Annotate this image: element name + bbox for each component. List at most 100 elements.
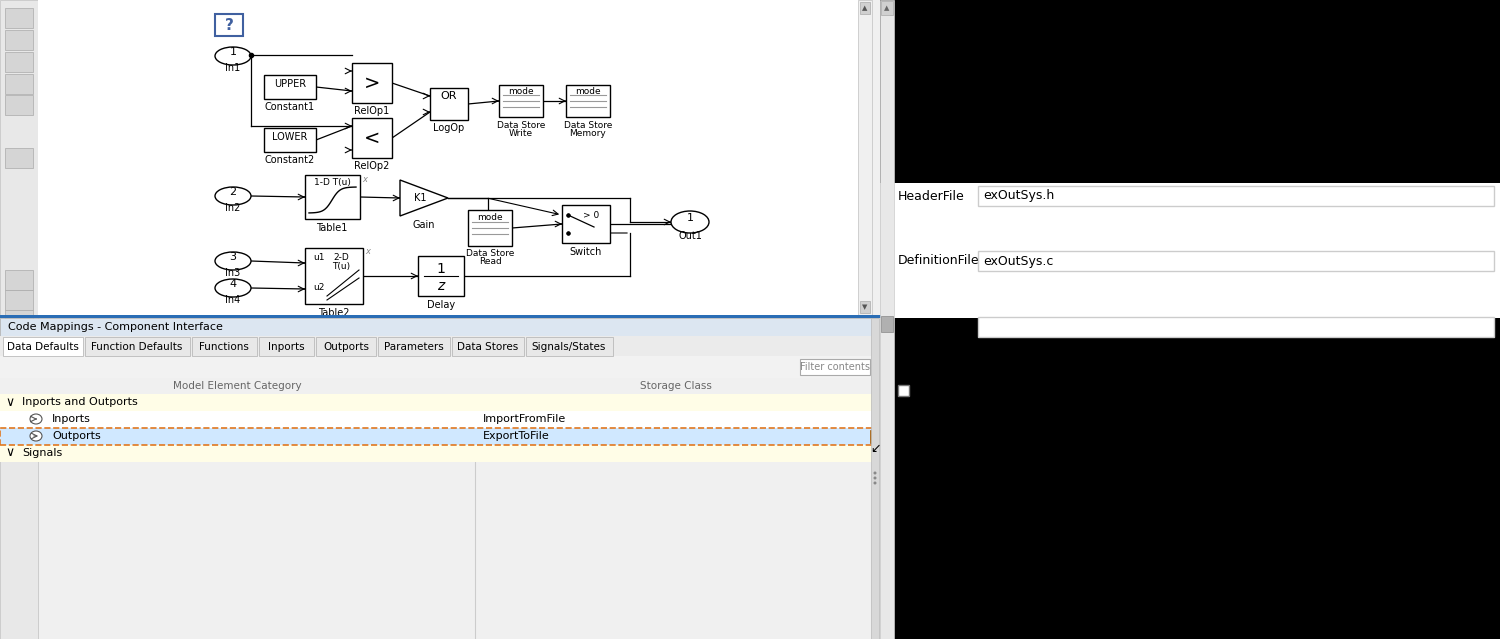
Text: Table2: Table2: [318, 308, 350, 318]
Bar: [978, 251, 1494, 271]
Text: Data Store: Data Store: [466, 249, 514, 259]
Text: Delay: Delay: [427, 300, 454, 310]
Bar: [0, 428, 878, 445]
Text: Inports: Inports: [53, 414, 92, 424]
Bar: [858, 0, 871, 315]
Bar: [0, 0, 38, 639]
Text: 1: 1: [230, 47, 237, 57]
Bar: [38, 0, 871, 315]
Bar: [430, 88, 468, 120]
Text: Function Defaults: Function Defaults: [92, 342, 183, 352]
Text: ↙: ↙: [870, 442, 882, 456]
Bar: [894, 183, 1500, 639]
Text: x: x: [362, 174, 368, 183]
Text: Constant1: Constant1: [266, 102, 315, 112]
Text: x: x: [364, 247, 370, 256]
Text: Gain: Gain: [413, 220, 435, 230]
Text: LOWER: LOWER: [273, 132, 308, 142]
Bar: [880, 0, 894, 639]
Bar: [978, 186, 1494, 206]
Text: ExportToFile: ExportToFile: [483, 431, 549, 441]
Text: T(u): T(u): [332, 261, 350, 270]
Bar: [0, 378, 878, 394]
Text: Data Store: Data Store: [564, 121, 612, 130]
Ellipse shape: [214, 279, 250, 297]
Text: Table1: Table1: [316, 223, 348, 233]
Text: mode: mode: [574, 86, 602, 95]
Text: Switch: Switch: [570, 247, 602, 257]
Bar: [264, 128, 316, 152]
Bar: [304, 175, 360, 219]
Bar: [800, 359, 870, 375]
Text: Inports: Inports: [267, 342, 305, 352]
Text: 1: 1: [687, 213, 693, 223]
Polygon shape: [400, 180, 448, 216]
Bar: [4, 290, 33, 310]
Text: Constant2: Constant2: [266, 155, 315, 165]
Text: z: z: [438, 279, 444, 293]
Bar: [4, 270, 33, 290]
Bar: [566, 85, 610, 117]
Text: mode: mode: [509, 86, 534, 95]
Text: Outports: Outports: [322, 342, 369, 352]
Text: RelOp1: RelOp1: [354, 106, 390, 116]
Text: Outports: Outports: [53, 431, 100, 441]
Bar: [4, 74, 33, 94]
Bar: [468, 210, 512, 246]
Text: ∨: ∨: [6, 396, 15, 408]
Ellipse shape: [670, 211, 710, 233]
Bar: [86, 337, 190, 356]
Text: In2: In2: [225, 203, 240, 213]
Circle shape: [873, 477, 876, 479]
Text: DefinitionFile: DefinitionFile: [898, 254, 980, 268]
Text: Functions: Functions: [200, 342, 249, 352]
Bar: [316, 337, 376, 356]
Text: OR: OR: [441, 91, 458, 101]
Text: Inports and Outports: Inports and Outports: [22, 397, 138, 407]
Text: 2-D: 2-D: [333, 252, 350, 261]
Bar: [0, 318, 878, 336]
Bar: [898, 385, 909, 396]
Bar: [264, 75, 316, 99]
Bar: [4, 30, 33, 50]
Text: PreserveDimensions: PreserveDimensions: [914, 385, 1041, 397]
Text: ?: ?: [225, 17, 234, 33]
Bar: [880, 1, 892, 15]
Text: ∨: ∨: [6, 447, 15, 459]
Bar: [304, 248, 363, 304]
Text: u2: u2: [314, 284, 324, 293]
Text: Filter contents: Filter contents: [800, 362, 870, 372]
Text: Storage Class: Storage Class: [640, 381, 712, 391]
Bar: [452, 337, 524, 356]
Bar: [0, 445, 878, 462]
Bar: [260, 337, 314, 356]
Text: Read: Read: [478, 258, 501, 266]
Text: In1: In1: [225, 63, 240, 73]
Text: 4: 4: [230, 279, 237, 289]
Ellipse shape: [30, 431, 42, 441]
Bar: [880, 0, 1500, 639]
Text: Memory: Memory: [570, 128, 606, 137]
Text: u1: u1: [314, 254, 324, 263]
Text: Data Stores: Data Stores: [458, 342, 519, 352]
Ellipse shape: [214, 252, 250, 270]
Bar: [192, 337, 256, 356]
Text: Data Store: Data Store: [496, 121, 544, 130]
Text: exOutSys.h: exOutSys.h: [982, 190, 1054, 203]
Bar: [0, 356, 878, 378]
Text: ImportFromFile: ImportFromFile: [483, 414, 567, 424]
Bar: [3, 337, 82, 356]
Text: Signals: Signals: [22, 448, 62, 458]
Text: <: <: [364, 128, 380, 148]
Bar: [894, 318, 1500, 639]
Text: In3: In3: [225, 268, 240, 278]
Text: 2: 2: [230, 187, 237, 197]
Circle shape: [873, 472, 876, 475]
Bar: [978, 317, 1494, 337]
Bar: [4, 8, 33, 28]
Text: HeaderFile: HeaderFile: [898, 190, 964, 203]
Text: Data Defaults: Data Defaults: [8, 342, 80, 352]
Text: ▲: ▲: [862, 5, 867, 11]
Bar: [378, 337, 450, 356]
Text: 1: 1: [436, 262, 445, 276]
